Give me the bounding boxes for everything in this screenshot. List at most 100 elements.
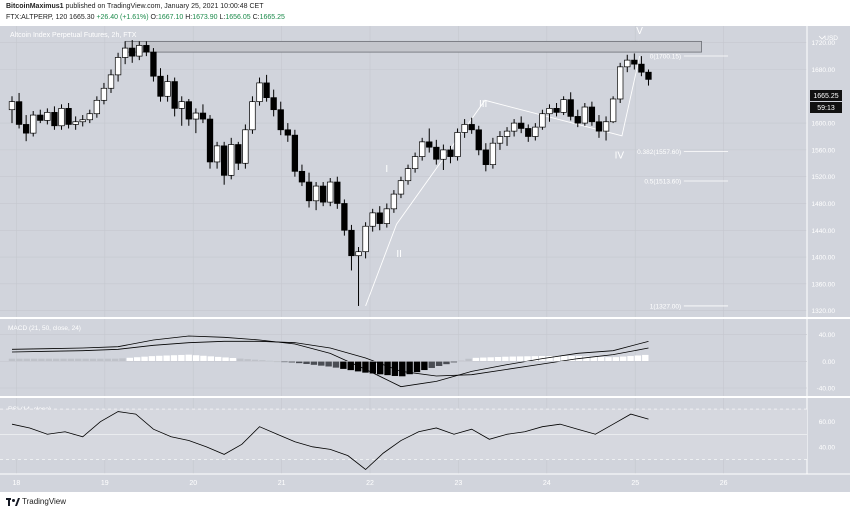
macd-histogram-bar (487, 357, 494, 362)
rsi-line (11, 411, 649, 471)
price-tick-label: 1440.00 (812, 228, 836, 235)
macd-histogram-bar (229, 357, 237, 362)
price-tick-label: 1600.00 (812, 121, 836, 128)
macd-histogram-bar (126, 357, 134, 362)
last-price: 1665.30 (69, 14, 95, 21)
wave-label: III (479, 99, 487, 110)
fib-level-label: 0.382(1557.60) (637, 149, 681, 156)
last-price-tag: 1665.25 (813, 93, 838, 100)
price-change: +26.40 (+1.61%) (96, 14, 149, 21)
symbol-ohlc-line: FTX:ALTPERP, 120 1665.30 +26.40 (+1.61%)… (6, 14, 285, 21)
last-price-tag-bg (810, 90, 842, 101)
price-tick-label: 1520.00 (812, 174, 836, 181)
bullish-candle (242, 129, 249, 164)
bullish-candle (30, 114, 37, 134)
wave-label: II (396, 249, 402, 260)
macd-histogram-bar (465, 358, 472, 362)
bearish-candle (525, 128, 532, 137)
symbol-interval: FTX:ALTPERP, 120 (6, 14, 68, 21)
bearish-candle (143, 45, 150, 53)
time-tick-label: 18 (13, 480, 21, 487)
macd-histogram-bar (340, 361, 347, 369)
bearish-candle (376, 212, 383, 224)
macd-histogram-bar (612, 357, 620, 362)
bearish-candle (567, 99, 574, 117)
bullish-candle (178, 101, 185, 109)
chart-canvas[interactable]: Altcoin Index Perpetual Futures, 2h, FTX… (0, 26, 850, 492)
time-tick-label: 21 (278, 480, 286, 487)
macd-histogram-bar (428, 361, 435, 368)
bullish-candle (100, 87, 108, 101)
bullish-candle (617, 66, 624, 100)
bearish-candle (482, 149, 489, 165)
time-tick-label: 24 (543, 480, 551, 487)
macd-histogram-bar (52, 358, 60, 362)
macd-histogram-bar (376, 361, 384, 375)
macd-histogram-bar (583, 356, 590, 362)
fib-levels[interactable]: 0(1700.15) 0.382(1557.60) 0.5(1513.60) 1(13… (637, 54, 729, 311)
bullish-candle (454, 132, 461, 157)
price-axis[interactable]: 1720.00 1680.00 1600.00 1560.00 1520.00 1480.… (812, 35, 839, 315)
macd-histogram-bar (362, 361, 369, 373)
macd-histogram-bar (332, 361, 340, 368)
bullish-candle (397, 180, 405, 195)
bullish-candle (624, 59, 631, 68)
fib-level-label: 0(1700.15) (650, 54, 681, 61)
bearish-candle (588, 106, 596, 123)
open-value: 1667.10 (157, 14, 184, 21)
macd-tick-label: 0.00 (822, 359, 835, 366)
bearish-candle (426, 141, 433, 148)
macd-histogram-bar (192, 355, 200, 362)
bearish-candle (447, 149, 454, 157)
macd-histogram-bar (16, 358, 23, 362)
wave-label: IV (615, 151, 625, 162)
time-tick-label: 25 (631, 480, 639, 487)
bearish-candle (305, 181, 313, 202)
bearish-candle (270, 97, 277, 111)
bullish-candle (114, 57, 122, 76)
bullish-candle (440, 149, 447, 160)
bullish-candle (93, 99, 101, 115)
macd-histogram-bar (104, 358, 111, 362)
low-value: 1656.05 (225, 14, 251, 21)
price-tick-label: 1320.00 (812, 308, 836, 315)
macd-histogram-bar (480, 357, 487, 362)
macd-histogram-bar (605, 357, 612, 362)
price-tick-label: 1360.00 (812, 281, 836, 288)
macd-histogram-bar (178, 354, 185, 362)
bullish-candle (327, 181, 334, 203)
bullish-candle (532, 126, 539, 137)
bearish-candle (15, 101, 23, 125)
bullish-candle (164, 81, 171, 97)
wave-count-path[interactable] (365, 56, 641, 307)
bullish-candle (122, 47, 129, 58)
bearish-candle (291, 134, 299, 172)
tradingview-brand[interactable]: TradingView (22, 497, 67, 506)
bullish-candle (312, 185, 320, 202)
macd-histogram-bar (502, 356, 509, 362)
macd-histogram-bar (163, 355, 170, 362)
bullish-candle (489, 142, 497, 165)
bearish-candle (185, 101, 192, 120)
macd-histogram-bar (67, 358, 75, 362)
macd-histogram-bar (111, 358, 119, 362)
macd-histogram-bar (38, 358, 45, 362)
macd-histogram-bar (45, 358, 53, 362)
bearish-candle (348, 229, 355, 257)
macd-histogram-bar (185, 354, 192, 362)
macd-histogram-bar (347, 361, 354, 371)
bearish-candle (468, 124, 475, 131)
price-tick-label: 1720.00 (812, 40, 836, 47)
rsi-tick-label: 40.00 (819, 444, 836, 451)
author-name[interactable]: BitcoinMaximus1 (6, 3, 64, 10)
resistance-zone[interactable] (124, 40, 702, 53)
time-axis[interactable]: 18 19 20 21 22 23 24 25 26 (13, 480, 728, 487)
bearish-candle (221, 145, 228, 176)
bearish-candle (638, 63, 645, 73)
publication-header: BitcoinMaximus1 published on TradingView… (0, 0, 850, 26)
bullish-candle (539, 113, 546, 128)
macd-histogram-bar (472, 357, 480, 362)
macd-histogram-bar (23, 358, 30, 362)
close-value: 1665.25 (259, 14, 285, 21)
rsi-tick-label: 60.00 (819, 419, 836, 426)
